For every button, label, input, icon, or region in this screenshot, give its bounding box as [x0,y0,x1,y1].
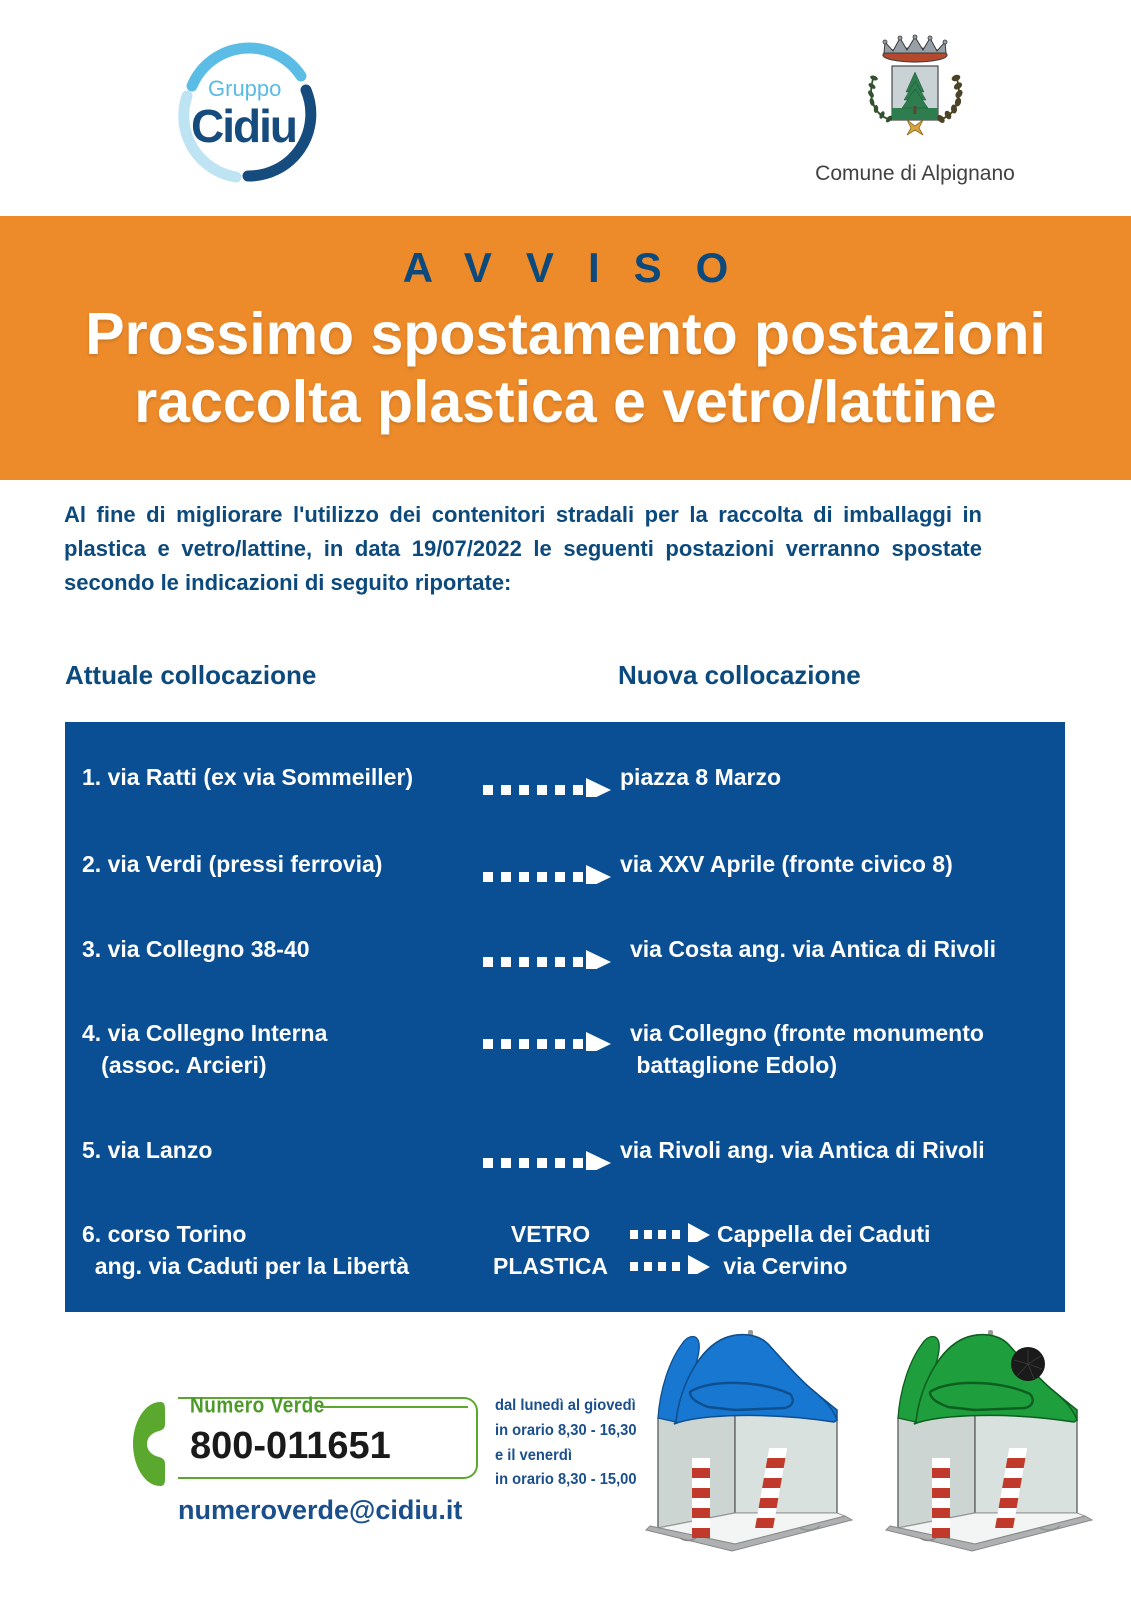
svg-text:Cidiu: Cidiu [191,100,296,152]
svg-text:Gruppo: Gruppo [208,76,281,101]
